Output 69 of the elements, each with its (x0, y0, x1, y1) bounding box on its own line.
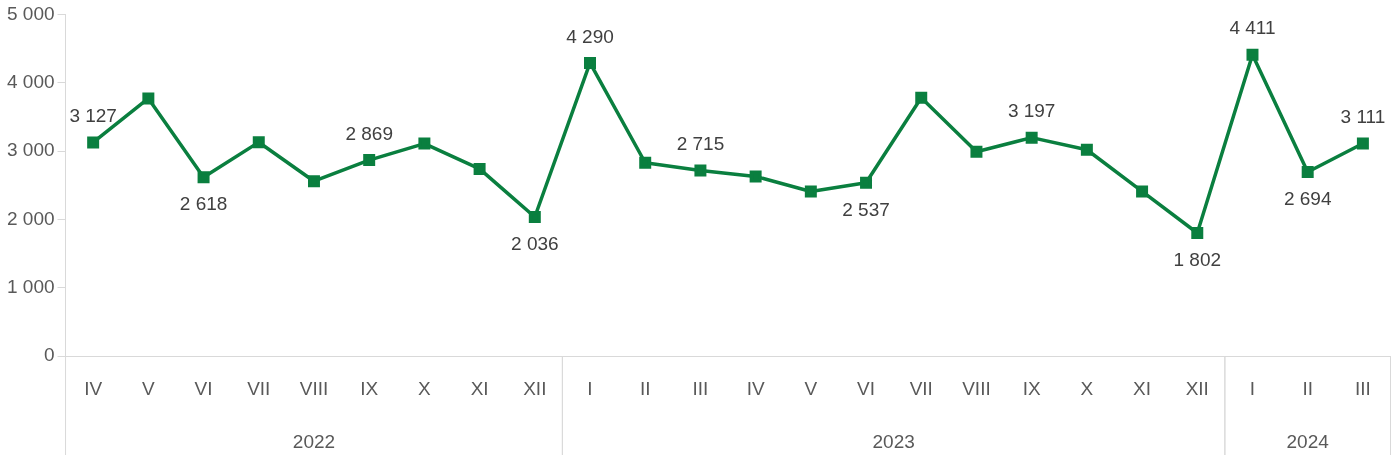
x-tick-label: II (1302, 377, 1313, 399)
x-tick-label: I (1249, 377, 1256, 399)
point (197, 171, 210, 184)
point (915, 91, 928, 104)
point (584, 56, 596, 69)
point (639, 156, 652, 169)
x-tick-label: IV (746, 377, 765, 399)
point (87, 136, 100, 149)
x-tick-label: VII (247, 377, 271, 399)
point (1246, 48, 1259, 61)
point (142, 92, 155, 105)
x-tick-label: IX (360, 377, 379, 399)
point (473, 162, 486, 175)
y-tick-label: 3 000 (7, 139, 55, 161)
point (307, 175, 320, 188)
x-tick-label: XII (523, 377, 547, 399)
point (418, 137, 431, 150)
data-label: 2 694 (1283, 187, 1332, 209)
x-tick-label: VIII (962, 377, 991, 399)
data-label: 2 036 (511, 232, 559, 254)
data-label: 2 715 (676, 133, 725, 155)
text: 2023 (872, 431, 915, 453)
point (1356, 137, 1369, 150)
x-tick-label: II (639, 377, 651, 399)
x-tick-label: VI (194, 377, 213, 399)
data-label: 1 802 (1173, 248, 1222, 270)
x-tick-label: IV (84, 377, 103, 399)
data-label: 2 537 (842, 198, 890, 220)
x-tick-label: XI (470, 377, 489, 399)
text: 2024 (1286, 431, 1330, 453)
y-tick-label: 2 000 (7, 207, 55, 229)
point (694, 164, 707, 177)
point (860, 176, 873, 189)
point (749, 170, 762, 183)
x-tick-label: VIII (299, 377, 329, 399)
data-label: 2 869 (345, 122, 393, 144)
x-tick-label: IX (1022, 377, 1041, 399)
y-tick-label: 5 000 (7, 2, 55, 24)
x-tick-label: V (142, 377, 156, 399)
data-label: 4 411 (1229, 17, 1276, 39)
x-tick-label: I (587, 377, 593, 399)
y-tick-label: 4 000 (7, 70, 55, 92)
point (1301, 166, 1314, 179)
data-label: 2 618 (179, 192, 228, 214)
point (1191, 227, 1204, 240)
data-label: 3 127 (69, 105, 117, 127)
x-tick-label: V (804, 377, 818, 399)
point (528, 211, 541, 224)
y-tick-label: 0 (43, 344, 55, 366)
x-tick-label: VII (909, 377, 933, 399)
x-tick-label: III (1354, 377, 1371, 399)
x-tick-label: X (1080, 377, 1094, 399)
y-tick-label: 1 000 (7, 276, 55, 298)
x-tick-label: X (418, 377, 432, 399)
point (363, 154, 376, 167)
data-label: 3 197 (1007, 100, 1056, 122)
x-tick-label: III (692, 377, 709, 399)
x-tick-label: VI (857, 377, 876, 399)
data-label: 3 111 (1340, 106, 1386, 128)
point (1136, 185, 1149, 198)
x-tick-label: XI (1133, 377, 1152, 399)
point (1080, 143, 1093, 156)
x-tick-label: XII (1185, 377, 1209, 399)
text: 2022 (292, 431, 336, 453)
point (970, 145, 983, 158)
data-label: 4 290 (566, 25, 614, 47)
point (252, 136, 265, 149)
point (1025, 131, 1038, 144)
point (804, 185, 817, 198)
